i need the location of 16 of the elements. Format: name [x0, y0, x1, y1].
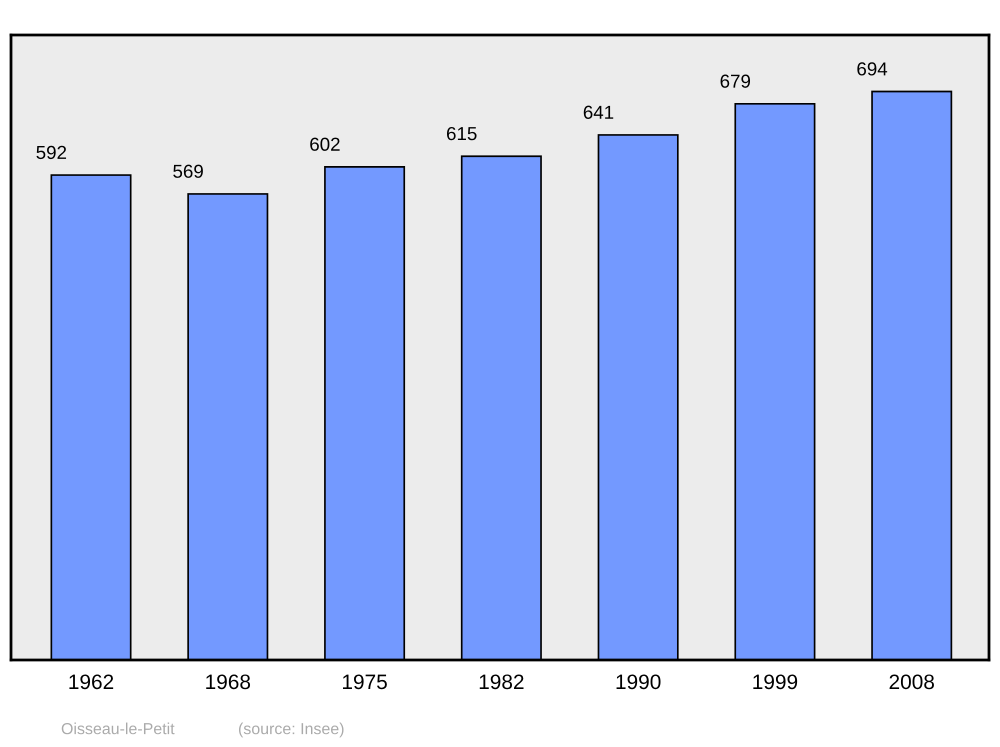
text: Oisseau-le-Petit: [62, 722, 175, 734]
x-tick-label: 1990: [616, 674, 661, 690]
x-tick-label: 1982: [480, 674, 524, 690]
data-label: 592: [36, 146, 66, 160]
data-label: 641: [584, 106, 614, 119]
x-tick-label: 1962: [69, 674, 114, 690]
data-label: 602: [310, 138, 340, 151]
data-label: 615: [447, 126, 477, 140]
data-label: 569: [173, 164, 203, 178]
data-label: 679: [720, 74, 750, 88]
x-tick-label: 2008: [890, 674, 934, 690]
x-tick-label: 1968: [206, 674, 250, 690]
x-tick-label: 1999: [753, 674, 798, 690]
data-label: 694: [857, 62, 888, 76]
x-tick-label: 1975: [343, 674, 387, 690]
text: (source: Insee): [238, 722, 344, 738]
